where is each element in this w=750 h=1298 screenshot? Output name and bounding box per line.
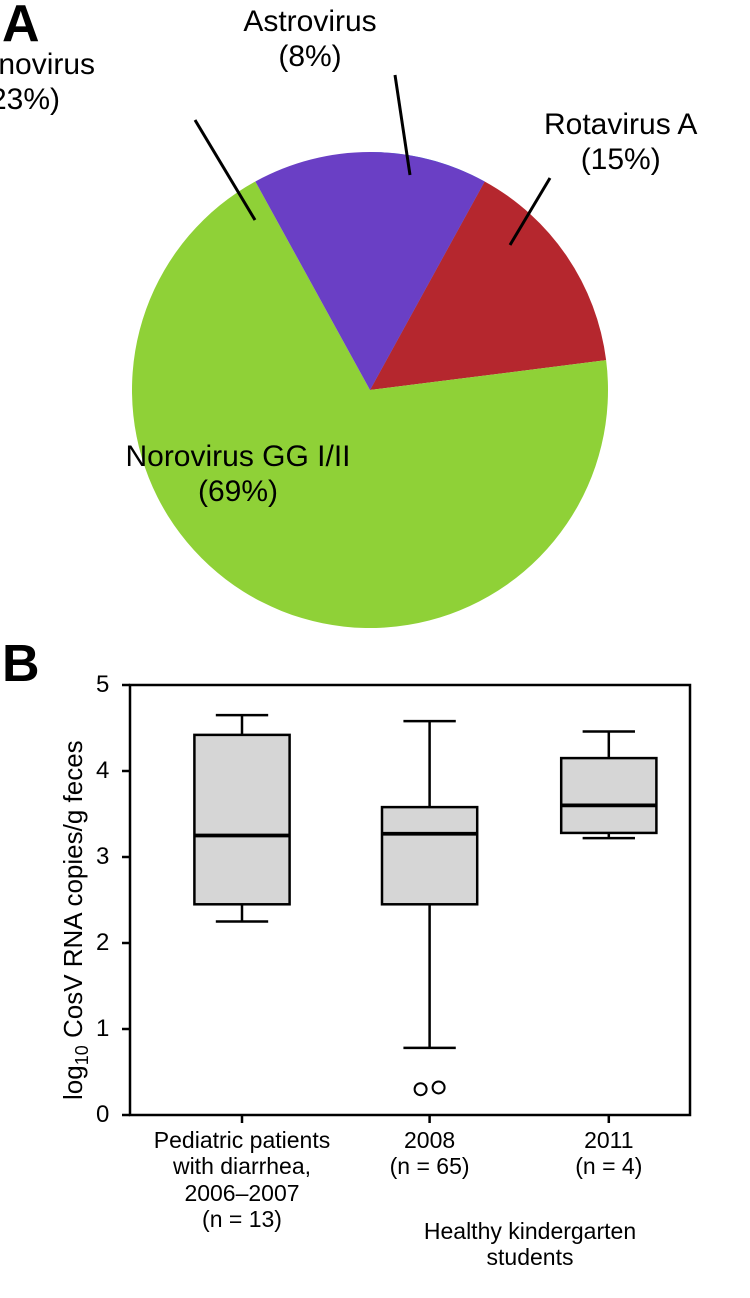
outlier	[415, 1083, 427, 1095]
panel-a: A Astrovirus(8%) Rotavirus A(15%) Noroviru…	[0, 0, 750, 640]
box	[382, 807, 477, 904]
y-tick-label: 4	[96, 757, 109, 785]
outlier	[433, 1081, 445, 1093]
box	[561, 758, 656, 833]
pie-label-noro_label: Norovirus GG I/II(69%)	[108, 440, 368, 509]
ylabel-prefix: log	[58, 1065, 88, 1100]
ylabel-sub: 10	[72, 1045, 92, 1065]
y-tick-label: 2	[96, 929, 109, 957]
panel-b: B 012345 log10 CosV RNA copies/g feces P…	[0, 640, 750, 1298]
x-label-kg2008: 2008(n = 65)	[330, 1127, 530, 1180]
y-tick-label: 5	[96, 671, 109, 699]
y-axis-label: log10 CosV RNA copies/g feces	[58, 740, 93, 1100]
pie-chart	[130, 150, 610, 630]
group-label: Healthy kindergartenstudents	[370, 1218, 690, 1271]
pie-label-astro_label: Astrovirus(8%)	[180, 5, 440, 74]
y-tick-label: 0	[96, 1101, 109, 1129]
box	[194, 735, 289, 904]
pie-svg	[130, 150, 610, 630]
figure: A Astrovirus(8%) Rotavirus A(15%) Noroviru…	[0, 0, 750, 1298]
x-label-pediatric: Pediatric patientswith diarrhea,2006–200…	[142, 1127, 342, 1233]
pie-label-adeno_label: Adenovirus(23%)	[0, 48, 150, 117]
x-label-kg2011: 2011(n = 4)	[509, 1127, 709, 1180]
ylabel-suffix: CosV RNA copies/g feces	[58, 740, 88, 1045]
panel-a-label: A	[2, 0, 40, 54]
boxplot-svg	[0, 640, 750, 1298]
y-tick-label: 1	[96, 1015, 109, 1043]
pie-label-rota_label: Rotavirus A(15%)	[544, 108, 697, 177]
y-tick-label: 3	[96, 843, 109, 871]
